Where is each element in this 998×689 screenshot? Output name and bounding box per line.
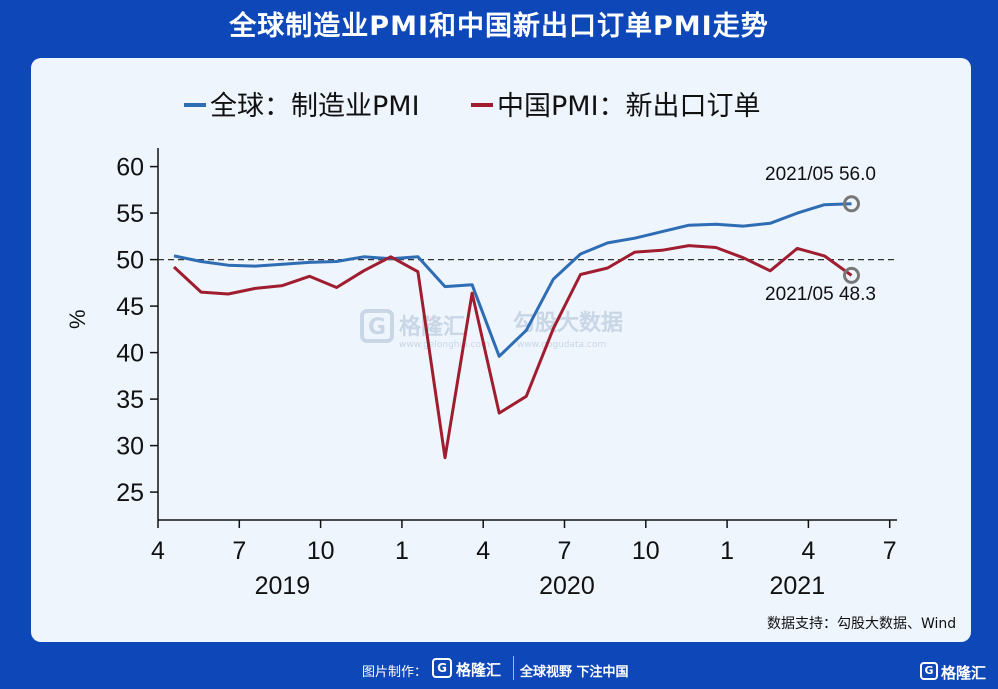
x-tick-label: 7 bbox=[883, 537, 897, 565]
chart: G 格隆汇 www.gelonghui.com 勾股大数据 www.goguda… bbox=[65, 91, 956, 632]
corner-brand: 格隆汇 bbox=[941, 664, 987, 682]
x-tick-label: 10 bbox=[632, 537, 660, 565]
x-tick-label: 4 bbox=[476, 537, 490, 565]
x-tick-label: 7 bbox=[558, 537, 572, 565]
page-title: 全球制造业PMI和中国新出口订单PMI走势 bbox=[229, 11, 769, 42]
year-label: 2020 bbox=[539, 572, 595, 600]
year-labels: 2019 2020 2021 bbox=[255, 572, 826, 600]
y-axis-label: % bbox=[65, 309, 90, 329]
footer-brand: 格隆汇 bbox=[456, 661, 502, 679]
watermark-left-url: www.gelonghui.com bbox=[399, 340, 490, 350]
year-label: 2019 bbox=[255, 572, 311, 600]
annotation-china-latest: 2021/05 48.3 bbox=[765, 284, 876, 305]
corner-logo-icon: G bbox=[920, 662, 938, 680]
y-tick-label: 45 bbox=[116, 293, 144, 321]
legend: 全球：制造业PMI 中国PMI：新出口订单 bbox=[184, 91, 761, 122]
y-tick-label: 50 bbox=[116, 247, 144, 275]
watermark-left-brand: 格隆汇 bbox=[399, 314, 465, 340]
series-line-global bbox=[173, 202, 852, 358]
footer-divider bbox=[513, 656, 514, 680]
year-label: 2021 bbox=[769, 572, 825, 600]
source-note: 数据支持：勾股大数据、Wind bbox=[767, 616, 956, 632]
x-tick-label: 7 bbox=[232, 537, 246, 565]
y-axis-ticks: 25 30 35 40 45 50 55 60 bbox=[116, 154, 158, 507]
x-tick-label: 4 bbox=[151, 537, 165, 565]
end-marker-china bbox=[843, 266, 860, 284]
x-axis-ticks: 4 7 10 1 4 7 10 1 4 7 bbox=[151, 520, 897, 565]
watermark-logo-icon bbox=[360, 309, 394, 343]
legend-label-global: 全球：制造业PMI bbox=[210, 91, 420, 122]
x-tick-label: 10 bbox=[307, 537, 335, 565]
series-points bbox=[173, 203, 852, 458]
x-tick-label: 1 bbox=[720, 537, 734, 565]
series-line-china bbox=[172, 244, 853, 460]
y-tick-label: 35 bbox=[116, 386, 144, 414]
chart-card: G 格隆汇 www.gelonghui.com 勾股大数据 www.goguda… bbox=[31, 58, 971, 642]
x-tick-label: 1 bbox=[395, 537, 409, 565]
annotation-global-latest: 2021/05 56.0 bbox=[765, 164, 876, 185]
legend-label-china: 中国PMI：新出口订单 bbox=[497, 91, 761, 122]
y-tick-label: 60 bbox=[116, 154, 144, 182]
x-tick-label: 4 bbox=[801, 537, 815, 565]
y-tick-label: 25 bbox=[116, 479, 144, 507]
footer: 图片制作： G 格隆汇 全球视野 下注中国 G 格隆汇 bbox=[0, 648, 998, 689]
end-marker-global bbox=[843, 195, 860, 213]
y-tick-label: 55 bbox=[116, 200, 144, 228]
footer-slogan: 全球视野 下注中国 bbox=[520, 665, 629, 680]
watermark-logo-letter: G bbox=[368, 315, 386, 340]
y-tick-label: 40 bbox=[116, 340, 144, 368]
y-tick-label: 30 bbox=[116, 433, 144, 461]
watermark-right-url: www.gogudata.com bbox=[517, 340, 606, 350]
watermark: G 格隆汇 www.gelonghui.com 勾股大数据 www.goguda… bbox=[360, 309, 623, 350]
footer-made-by: 图片制作： bbox=[362, 665, 428, 680]
footer-logo-icon: G bbox=[432, 658, 452, 678]
